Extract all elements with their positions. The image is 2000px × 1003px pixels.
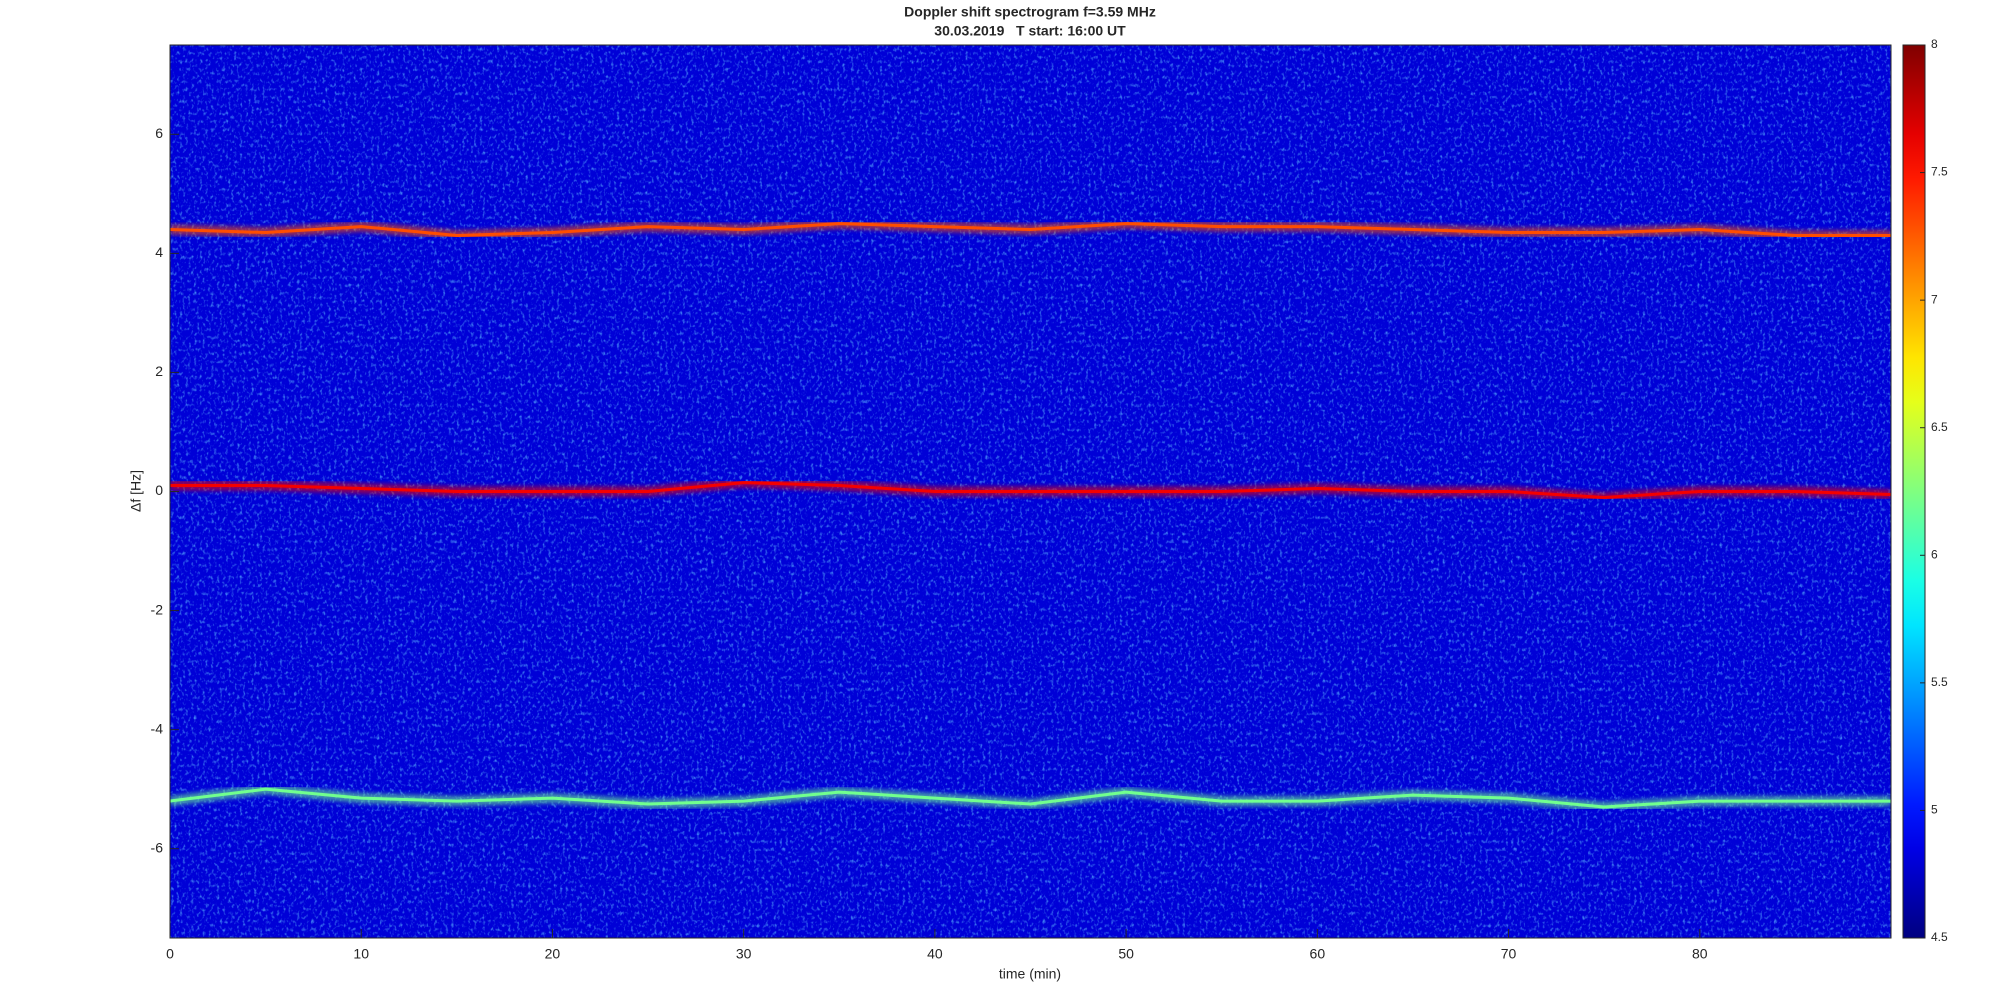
x-tick-label: 0 <box>166 946 174 962</box>
colorbar-tick-label: 7 <box>1931 292 1938 306</box>
colorbar-tick-label: 8 <box>1931 37 1938 51</box>
x-tick-label: 20 <box>545 946 561 962</box>
trace <box>170 481 1891 499</box>
colorbar-tick-label: 6 <box>1931 547 1938 561</box>
y-tick-label: 6 <box>155 125 163 141</box>
colorbar-tick-label: 4.5 <box>1931 930 1948 944</box>
y-tick-label: 0 <box>155 482 163 498</box>
x-tick-label: 50 <box>1118 946 1134 962</box>
x-tick-label: 40 <box>927 946 943 962</box>
colorbar-tick-label: 5 <box>1931 803 1938 817</box>
y-axis-label: Δf [Hz] <box>128 470 144 512</box>
trace <box>170 222 1891 238</box>
colorbar-tick-label: 6.5 <box>1931 420 1948 434</box>
y-tick-label: 4 <box>155 244 163 260</box>
colorbar-tick-label: 7.5 <box>1931 165 1948 179</box>
x-tick-label: 30 <box>736 946 752 962</box>
x-tick-label: 60 <box>1310 946 1326 962</box>
y-tick-label: -2 <box>151 601 164 617</box>
chart-subtitle: 30.03.2019 T start: 16:00 UT <box>934 23 1126 39</box>
x-tick-label: 70 <box>1501 946 1517 962</box>
y-tick-label: -4 <box>151 720 164 736</box>
x-tick-label: 80 <box>1692 946 1708 962</box>
traces <box>170 218 1891 813</box>
x-tick-label: 10 <box>353 946 369 962</box>
trace <box>170 787 1891 809</box>
y-tick-label: -6 <box>151 839 164 855</box>
y-tick-label: 2 <box>155 363 163 379</box>
x-axis-label: time (min) <box>999 966 1061 982</box>
colorbar <box>1902 44 1926 939</box>
colorbar-tick-label: 5.5 <box>1931 675 1948 689</box>
chart-title: Doppler shift spectrogram f=3.59 MHz <box>904 4 1156 20</box>
